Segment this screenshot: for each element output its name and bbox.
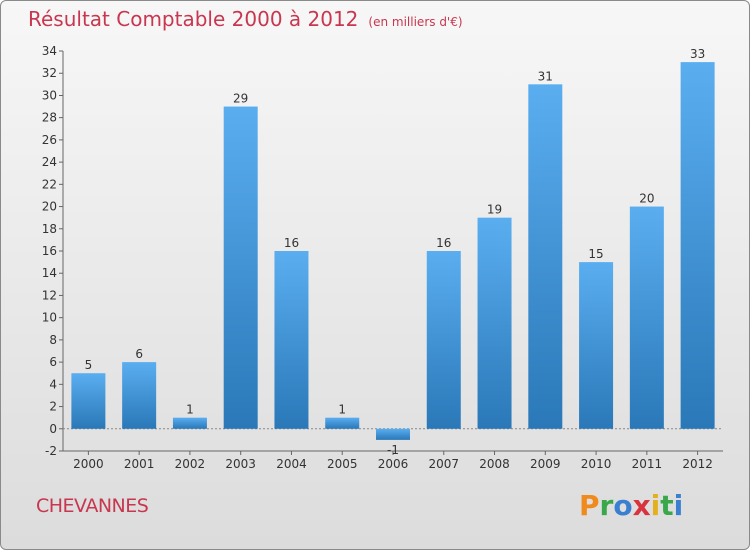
y-tick-label: 24 — [42, 155, 57, 169]
data-labels: 5 6 1 29 16 1 -1 16 19 31 15 20 33 — [85, 47, 706, 457]
x-tick-label: 2011 — [632, 457, 663, 471]
y-tick-label: 12 — [42, 288, 57, 302]
x-tick-label: 2000 — [73, 457, 104, 471]
data-label-2009: 31 — [538, 69, 553, 83]
bars — [71, 62, 715, 440]
y-tick-label: 6 — [49, 355, 57, 369]
bar-2001 — [122, 362, 157, 429]
y-tick-label: 2 — [49, 400, 57, 414]
x-tick-label: 2006 — [378, 457, 409, 471]
data-label-2000: 5 — [85, 358, 93, 372]
y-tick-label: 14 — [42, 266, 57, 280]
bar-2005 — [325, 417, 360, 429]
y-tick-label: 4 — [49, 377, 57, 391]
y-tick-label: 30 — [42, 88, 57, 102]
bar-2010 — [579, 262, 614, 429]
bar-2002 — [172, 417, 207, 429]
bar-2012 — [680, 62, 715, 429]
y-tick-label: 0 — [49, 422, 57, 436]
bar-2004 — [274, 251, 309, 429]
x-tick-label: 2001 — [124, 457, 155, 471]
chart-unit: (en milliers d'€) — [368, 15, 463, 29]
chart-title-block: Résultat Comptable 2000 à 2012 (en millie… — [28, 7, 463, 31]
bar-2003 — [223, 106, 258, 429]
data-label-2005: 1 — [338, 403, 346, 417]
x-tick-label: 2012 — [682, 457, 713, 471]
bar-2008 — [477, 217, 512, 429]
y-tick-label: 34 — [42, 44, 57, 58]
x-tick-label: 2003 — [225, 457, 256, 471]
x-tick-label: 2009 — [530, 457, 561, 471]
y-tick-label: 22 — [42, 177, 57, 191]
data-label-2008: 19 — [487, 203, 502, 217]
data-label-2002: 1 — [186, 403, 194, 417]
x-tick-label: 2008 — [479, 457, 510, 471]
data-label-2007: 16 — [436, 236, 451, 250]
y-tick-label: 10 — [42, 311, 57, 325]
data-label-2011: 20 — [639, 192, 654, 206]
data-label-2001: 6 — [135, 347, 143, 361]
x-tick-label: 2010 — [581, 457, 612, 471]
bar-2011 — [629, 206, 664, 429]
y-tick-label: 18 — [42, 222, 57, 236]
y-tick-label: 26 — [42, 133, 57, 147]
y-tick-label: 8 — [49, 333, 57, 347]
x-tick-label: 2004 — [276, 457, 307, 471]
data-label-2010: 15 — [588, 247, 603, 261]
y-tick-label: -2 — [45, 444, 57, 458]
data-label-2012: 33 — [690, 47, 705, 61]
x-tick-label: 2007 — [428, 457, 459, 471]
y-tick-label: 32 — [42, 66, 57, 80]
bar-2009 — [528, 84, 563, 429]
x-tick-label: 2002 — [175, 457, 206, 471]
data-label-2003: 29 — [233, 92, 248, 106]
proxiti-logo: Proxiti — [579, 489, 684, 522]
bar-2007 — [426, 251, 461, 429]
y-tick-label: 16 — [42, 244, 57, 258]
town-name: CHEVANNES — [36, 495, 149, 517]
bar-2006 — [376, 428, 410, 440]
chart-title: Résultat Comptable 2000 à 2012 — [28, 7, 359, 31]
data-label-2006: -1 — [387, 443, 399, 457]
y-tick-label: 28 — [42, 111, 57, 125]
x-tick-label: 2005 — [327, 457, 358, 471]
y-tick-label: 20 — [42, 200, 57, 214]
data-label-2004: 16 — [284, 236, 299, 250]
bar-2000 — [71, 373, 106, 429]
